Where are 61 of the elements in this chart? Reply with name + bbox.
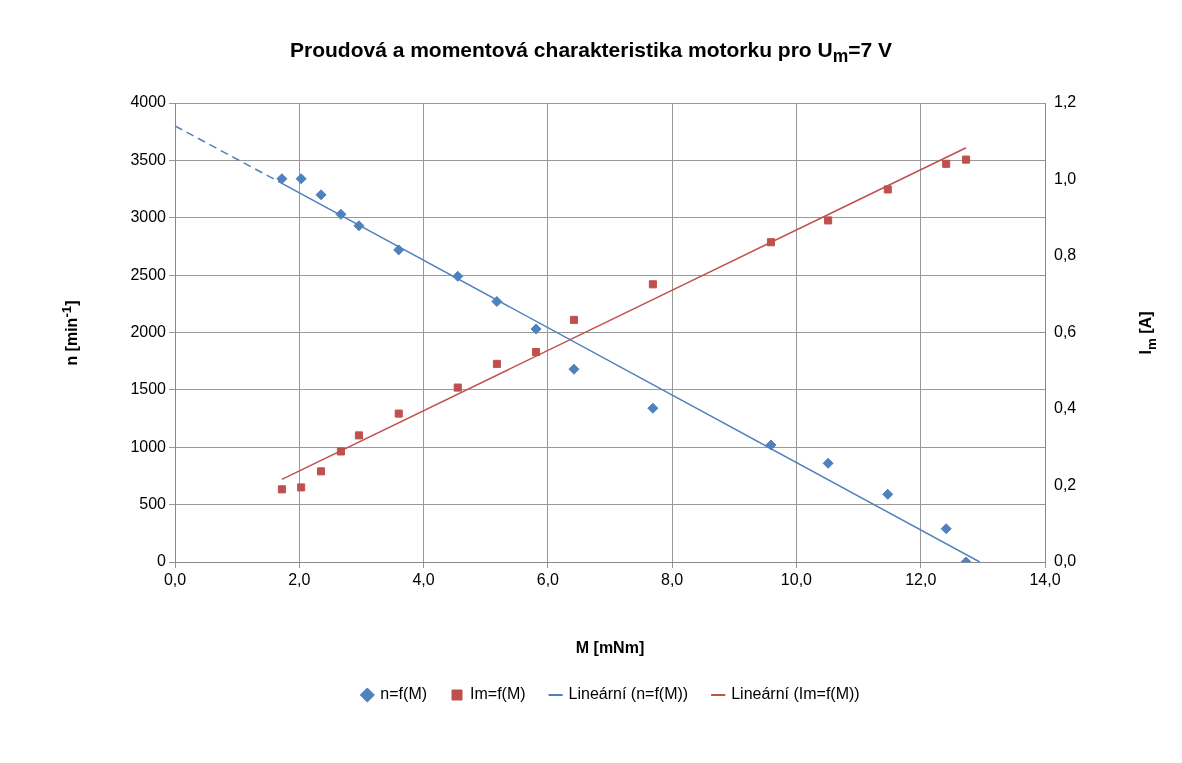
x-axis-title: M [mNm] <box>575 638 645 656</box>
legend-label: Lineární (Im=f(M)) <box>731 685 860 703</box>
point <box>765 439 777 451</box>
y-tick-label: 4000 <box>130 93 167 111</box>
point <box>824 216 833 225</box>
legend-label: n=f(M) <box>380 685 428 703</box>
y2-tick-label: 0,8 <box>1054 246 1077 264</box>
y2-tick-label: 0,4 <box>1054 399 1077 417</box>
point <box>766 238 775 247</box>
y-tick-label: 0 <box>157 552 167 570</box>
y-tick-label: 1500 <box>130 380 167 398</box>
point <box>335 208 347 220</box>
y2-tick-label: 0,0 <box>1054 552 1077 570</box>
point <box>393 244 405 256</box>
y-tick-label: 500 <box>139 495 167 513</box>
y-tick-label: 3000 <box>130 208 167 226</box>
y2-tick-label: 0,2 <box>1054 475 1077 493</box>
point <box>569 315 578 324</box>
x-tick-label: 14,0 <box>1029 571 1061 589</box>
point <box>492 359 501 368</box>
point <box>962 155 971 164</box>
point <box>647 402 659 414</box>
point <box>453 383 462 392</box>
point <box>336 447 345 456</box>
point <box>353 220 365 232</box>
y-tick-label: 2000 <box>130 322 167 340</box>
y-tick-label: 3500 <box>130 150 167 168</box>
legend-label: Im=f(M) <box>470 685 526 703</box>
point <box>568 363 580 375</box>
point <box>532 347 541 357</box>
point <box>491 296 503 308</box>
y-tick-label: 1000 <box>130 437 167 455</box>
point <box>354 431 363 440</box>
point <box>315 189 327 201</box>
x-tick-label: 8,0 <box>661 571 684 589</box>
point <box>882 488 894 500</box>
x-tick-label: 10,0 <box>780 571 813 589</box>
y2-tick-label: 0,6 <box>1054 322 1077 340</box>
point <box>394 409 403 418</box>
point <box>648 280 657 289</box>
point <box>530 323 542 335</box>
y2-tick-label: 1,0 <box>1054 169 1077 187</box>
point <box>295 173 307 185</box>
legend-label: Lineární (n=f(M)) <box>568 685 689 703</box>
point <box>317 467 326 476</box>
x-tick-label: 12,0 <box>905 571 937 589</box>
point <box>883 185 892 194</box>
point <box>277 485 286 494</box>
x-tick-label: 0,0 <box>163 571 187 589</box>
point <box>452 270 464 282</box>
point <box>822 457 834 469</box>
x-tick-label: 6,0 <box>536 571 560 589</box>
point <box>276 173 288 185</box>
y2-tick-label: 1,2 <box>1054 93 1077 111</box>
x-tick-label: 4,0 <box>412 571 435 589</box>
y-tick-label: 2500 <box>130 265 167 283</box>
x-tick-label: 2,0 <box>288 571 311 589</box>
point <box>297 483 306 492</box>
chart-title: Proudová a momentová charakteristika motorku pro U$_{m}$=7 V <box>289 38 893 68</box>
point <box>940 523 952 535</box>
point <box>942 159 951 168</box>
